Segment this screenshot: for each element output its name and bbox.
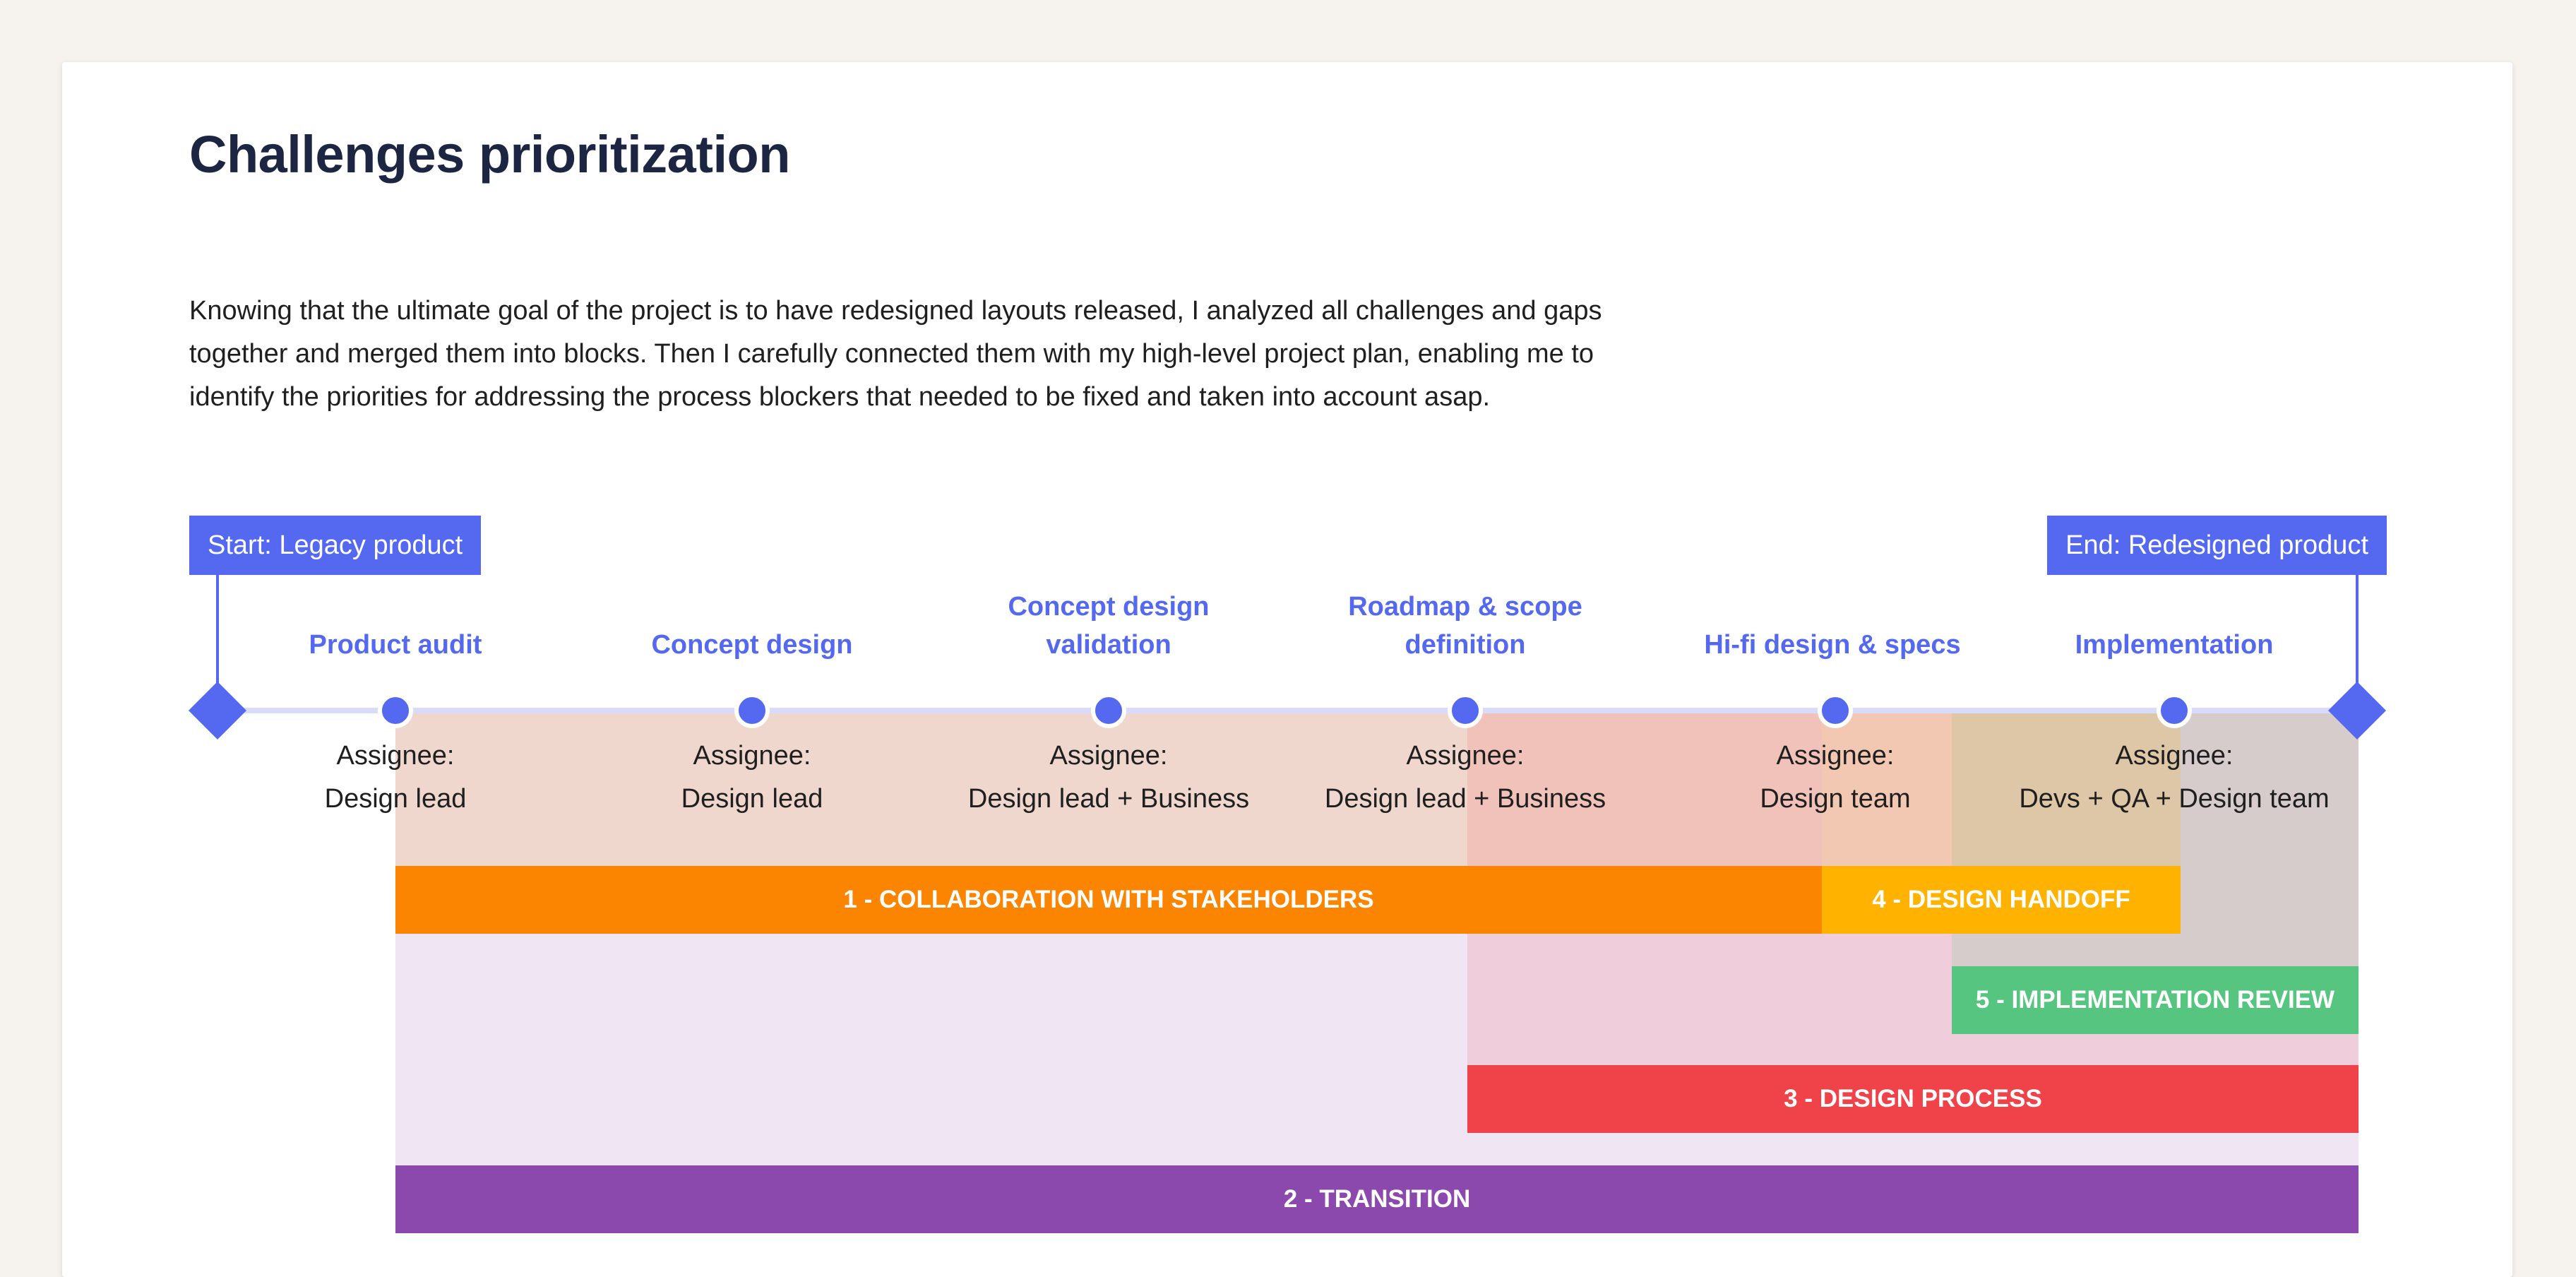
end-label: End: Redesigned product (2047, 516, 2387, 575)
content-card: Challenges prioritization Knowing that t… (62, 62, 2512, 1277)
milestone-dot (1448, 693, 1483, 728)
phase-assignee: Assignee: Design lead (583, 735, 922, 821)
phase-assignee: Assignee: Design lead (226, 735, 565, 821)
intro-line: identify the priorities for addressing t… (189, 382, 1491, 412)
block-transition-bar: 2 - TRANSITION (395, 1165, 2359, 1233)
block-label: 3 - DESIGN PROCESS (1784, 1085, 2042, 1112)
block-implementation-review-bar: 5 - IMPLEMENTATION REVIEW (1952, 966, 2359, 1034)
assignee-label: Assignee: (693, 741, 811, 771)
phase-title-concept-design: Concept design (651, 630, 853, 660)
assignee-label: Assignee: (2115, 741, 2234, 771)
timeline-track (219, 708, 2351, 713)
phase-title-implementation: Implementation (2075, 630, 2274, 660)
assignee-label: Assignee: (1049, 741, 1168, 771)
end-connector (2356, 575, 2359, 691)
block-label: 1 - COLLABORATION WITH STAKEHOLDERS (843, 886, 1374, 913)
phase-title-concept-validation: Concept design validation (1008, 592, 1210, 660)
milestone-dot (1818, 693, 1853, 728)
phase-title-hifi-design: Hi-fi design & specs (1704, 630, 1961, 660)
assignee-value: Design lead + Business (1324, 784, 1606, 814)
assignee-label: Assignee: (336, 741, 455, 771)
assignee-value: Design team (1760, 784, 1911, 814)
block-collaboration-bar: 1 - COLLABORATION WITH STAKEHOLDERS (395, 866, 1822, 934)
page-title: Challenges prioritization (189, 125, 790, 184)
intro-line: together and merged them into blocks. Th… (189, 339, 1594, 369)
block-label: 4 - DESIGN HANDOFF (1872, 886, 2130, 913)
milestone-dot (2157, 693, 2192, 728)
assignee-value: Design lead (324, 784, 467, 814)
assignee-value: Design lead + Business (967, 784, 1250, 814)
block-label: 5 - IMPLEMENTATION REVIEW (1975, 986, 2335, 1014)
assignee-label: Assignee: (1776, 741, 1895, 771)
assignee-label: Assignee: (1406, 741, 1525, 771)
phase-title-product-audit: Product audit (309, 630, 482, 660)
phase-assignee: Assignee: Devs + QA + Design team (1994, 735, 2354, 821)
milestone-dot (734, 693, 770, 728)
start-connector (216, 575, 219, 691)
assignee-value: Design lead (681, 784, 823, 814)
assignee-value: Devs + QA + Design team (2019, 784, 2330, 814)
milestone-dot (378, 693, 413, 728)
block-design-process-bar: 3 - DESIGN PROCESS (1467, 1065, 2359, 1133)
milestone-dot (1091, 693, 1126, 728)
intro-line: Knowing that the ultimate goal of the pr… (189, 296, 1602, 326)
phase-assignee: Assignee: Design lead + Business (939, 735, 1278, 821)
block-label: 2 - TRANSITION (1283, 1185, 1471, 1213)
phase-assignee: Assignee: Design team (1666, 735, 2005, 821)
phase-title-roadmap-scope: Roadmap & scope definition (1348, 592, 1582, 660)
intro-paragraph: Knowing that the ultimate goal of the pr… (189, 290, 1813, 419)
phase-assignee: Assignee: Design lead + Business (1296, 735, 1635, 821)
block-design-handoff-bar: 4 - DESIGN HANDOFF (1822, 866, 2181, 934)
start-label: Start: Legacy product (189, 516, 482, 575)
start-diamond-icon (188, 681, 247, 740)
